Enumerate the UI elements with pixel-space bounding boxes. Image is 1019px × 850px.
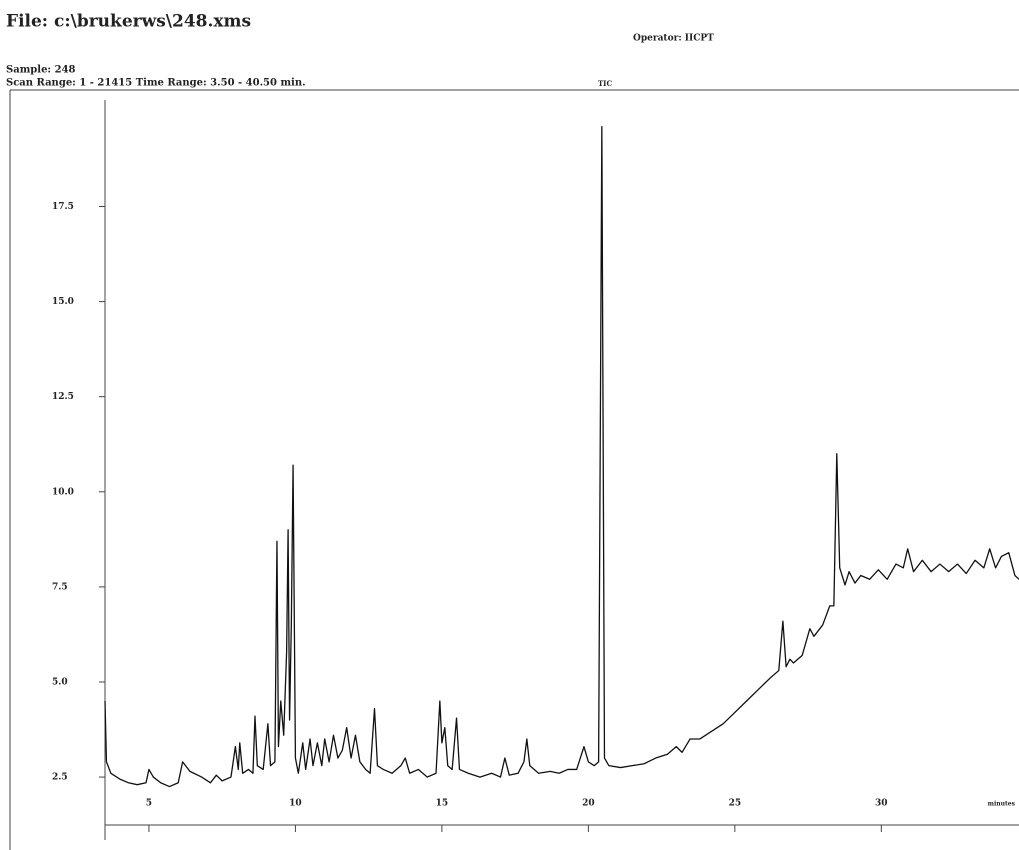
y-tick-label: 2.5 — [52, 773, 68, 783]
x-axis-label: minutes — [988, 801, 1016, 808]
x-tick-label: 25 — [729, 799, 742, 809]
chart-title: File: c:\brukerws\248.xms — [6, 12, 251, 32]
x-tick-label: 5 — [146, 799, 152, 809]
y-tick-label: 12.5 — [52, 392, 74, 402]
tic-trace — [104, 125, 1019, 788]
y-tick-label: 17.5 — [52, 202, 74, 212]
x-tick-label: 30 — [875, 799, 888, 809]
scan-range: Scan Range: 1 - 21415 Time Range: 3.50 -… — [6, 78, 306, 89]
y-tick-label: 5.0 — [52, 677, 68, 687]
y-tick-label: 7.5 — [52, 582, 68, 592]
y-tick-label: 10.0 — [52, 487, 74, 497]
trace-label: TIC — [598, 79, 612, 88]
y-tick-label: 15.0 — [52, 297, 74, 307]
sample: Sample: 248 — [6, 65, 76, 76]
x-tick-label: 15 — [436, 799, 449, 809]
x-tick-label: 20 — [582, 799, 595, 809]
operator: Operator: IICPT — [633, 34, 714, 44]
x-tick-label: 10 — [289, 799, 302, 809]
